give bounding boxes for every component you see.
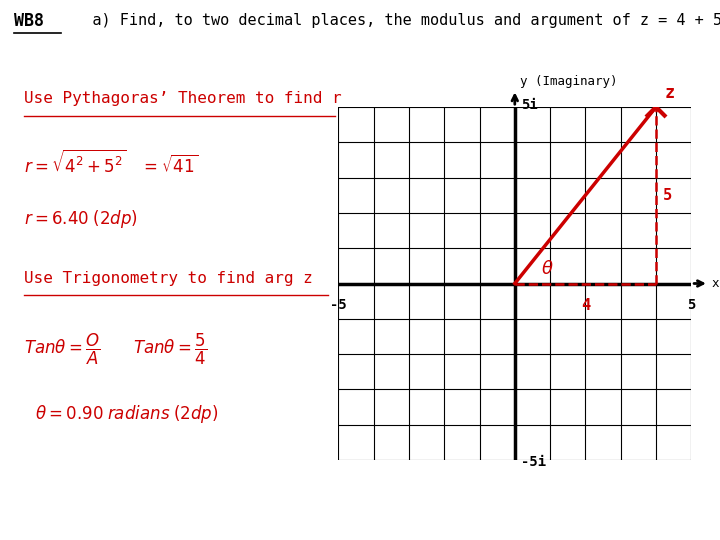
Text: -5: -5 bbox=[330, 298, 347, 312]
Text: Use Trigonometry to find arg z: Use Trigonometry to find arg z bbox=[24, 272, 313, 286]
Text: y (Imaginary): y (Imaginary) bbox=[520, 75, 618, 87]
Text: $r = 6.40 \; (2dp)$: $r = 6.40 \; (2dp)$ bbox=[24, 207, 138, 230]
Text: $r = \sqrt{4^2 + 5^2} \quad = \sqrt{41}$: $r = \sqrt{4^2 + 5^2} \quad = \sqrt{41}$ bbox=[24, 150, 198, 177]
Text: x (Real): x (Real) bbox=[712, 277, 720, 290]
Text: z: z bbox=[665, 84, 675, 102]
Text: WB8: WB8 bbox=[14, 12, 45, 30]
Text: -5i: -5i bbox=[521, 455, 546, 469]
Text: $Tan\theta = \dfrac{O}{A} \qquad Tan\theta = \dfrac{5}{4}$: $Tan\theta = \dfrac{O}{A} \qquad Tan\the… bbox=[24, 332, 207, 367]
Text: 5i: 5i bbox=[521, 98, 538, 112]
Text: 5: 5 bbox=[663, 188, 672, 203]
Text: 5: 5 bbox=[687, 298, 696, 312]
Text: Use Pythagoras’ Theorem to find r: Use Pythagoras’ Theorem to find r bbox=[24, 91, 342, 105]
Text: θ: θ bbox=[541, 260, 552, 278]
Text: a) Find, to two decimal places, the modulus and argument of z = 4 + 5i: a) Find, to two decimal places, the modu… bbox=[65, 14, 720, 28]
Text: $\theta = 0.90 \; radians \; (2dp)$: $\theta = 0.90 \; radians \; (2dp)$ bbox=[35, 403, 218, 426]
Text: 4: 4 bbox=[581, 298, 590, 313]
